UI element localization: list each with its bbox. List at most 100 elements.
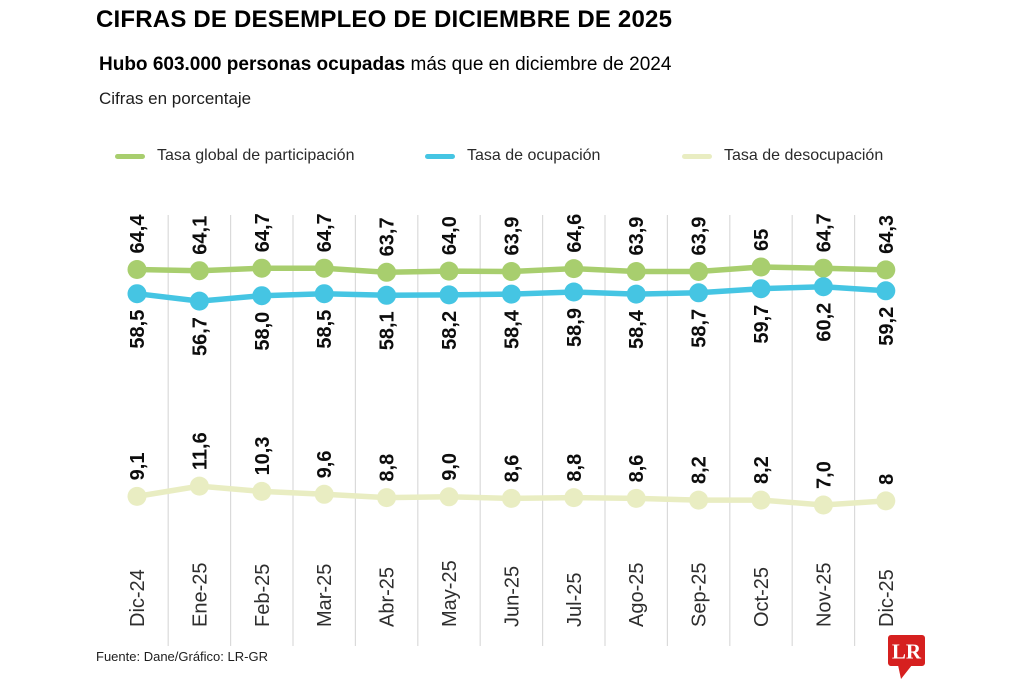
- value-label: 56,7: [189, 317, 211, 356]
- data-point-marker: [876, 281, 896, 301]
- data-point-marker: [439, 285, 459, 305]
- value-label: 64,6: [564, 214, 586, 253]
- units-note: Cifras en porcentaje: [99, 89, 252, 108]
- value-label: 64,3: [876, 215, 898, 254]
- data-point-marker: [377, 488, 397, 508]
- data-point-marker: [127, 260, 147, 279]
- value-label: 63,9: [501, 217, 523, 256]
- x-axis-label: Mar-25: [314, 564, 336, 627]
- data-point-marker: [751, 257, 771, 277]
- data-point-marker: [876, 491, 896, 511]
- value-label: 58,9: [564, 308, 586, 347]
- data-point-marker: [813, 277, 833, 297]
- value-label: 58,5: [127, 310, 149, 349]
- value-label: 58,5: [314, 310, 336, 349]
- data-point-marker: [252, 286, 272, 306]
- value-label: 63,9: [626, 217, 648, 256]
- value-label: 9,6: [314, 450, 336, 478]
- data-point-marker: [189, 261, 209, 281]
- data-point-marker: [626, 284, 646, 304]
- data-point-marker: [252, 481, 272, 501]
- value-label: 9,0: [439, 453, 461, 481]
- data-point-marker: [501, 284, 521, 304]
- legend-label: Tasa global de participación: [157, 147, 355, 164]
- x-axis-label: Sep-25: [689, 563, 711, 628]
- data-point-marker: [564, 488, 584, 508]
- legend-item-participacion: Tasa global de participación: [115, 147, 354, 165]
- data-point-marker: [189, 291, 209, 311]
- lr-logo-text: LR: [892, 640, 922, 664]
- value-label: 58,2: [439, 311, 461, 350]
- value-label: 8: [876, 474, 898, 485]
- value-label: 64,0: [439, 216, 461, 255]
- x-axis-label: May-25: [439, 560, 461, 627]
- legend-label: Tasa de ocupación: [467, 147, 601, 164]
- value-label: 64,7: [252, 213, 274, 252]
- legend-item-ocupacion: Tasa de ocupación: [425, 147, 600, 165]
- data-point-marker: [501, 262, 521, 281]
- value-label: 8,6: [626, 455, 648, 483]
- value-label: 8,8: [377, 454, 399, 482]
- value-label: 64,4: [127, 214, 149, 254]
- data-point-marker: [439, 261, 459, 281]
- legend-label: Tasa de desocupación: [724, 147, 884, 164]
- data-point-marker: [314, 258, 334, 278]
- value-label: 8,8: [564, 454, 586, 482]
- source-credit: Fuente: Dane/Gráfico: LR-GR: [96, 649, 268, 664]
- data-point-marker: [813, 258, 833, 278]
- legend-item-desocupacion: Tasa de desocupación: [682, 147, 883, 165]
- legend-dash-green-icon: [115, 153, 145, 159]
- data-point-marker: [876, 260, 896, 280]
- legend-dash-pale-icon: [682, 153, 712, 159]
- data-point-marker: [689, 262, 709, 281]
- data-point-marker: [564, 259, 584, 279]
- value-label: 9,1: [127, 453, 149, 481]
- value-label: 8,2: [689, 456, 711, 484]
- value-label: 10,3: [252, 436, 274, 475]
- x-axis-label: Feb-25: [252, 564, 274, 627]
- data-point-marker: [751, 279, 771, 299]
- value-label: 60,2: [813, 303, 835, 342]
- value-label: 63,7: [377, 217, 399, 256]
- subtitle: Hubo 603.000 personas ocupadas más que e…: [99, 54, 671, 76]
- value-label: 8,6: [501, 455, 523, 483]
- lr-logo-tail: [898, 665, 912, 679]
- x-axis-label: Ene-25: [189, 563, 211, 628]
- subtitle-rest: más que en diciembre de 2024: [405, 54, 672, 75]
- data-point-marker: [626, 488, 646, 508]
- value-label: 11,6: [189, 432, 211, 470]
- x-axis-label: Nov-25: [813, 563, 835, 627]
- data-point-marker: [501, 488, 521, 508]
- data-point-marker: [439, 487, 459, 507]
- x-axis-label: Abr-25: [377, 567, 399, 627]
- data-point-marker: [127, 486, 147, 506]
- data-point-marker: [813, 495, 833, 515]
- value-label: 8,2: [751, 456, 773, 484]
- lr-logo: LR: [888, 635, 925, 679]
- value-label: 7,0: [813, 461, 835, 489]
- value-label: 65: [751, 229, 773, 251]
- lr-logo-box: [888, 635, 925, 666]
- page-title: CIFRAS DE DESEMPLEO DE DICIEMBRE DE 2025: [96, 6, 673, 33]
- value-label: 59,7: [751, 305, 773, 344]
- value-label: 63,9: [689, 217, 711, 256]
- x-axis-label: Dic-24: [127, 569, 149, 627]
- data-point-marker: [314, 484, 334, 504]
- legend-dash-blue-icon: [425, 153, 455, 159]
- data-point-marker: [377, 262, 397, 282]
- data-point-marker: [689, 283, 709, 303]
- data-point-marker: [189, 476, 209, 496]
- data-point-marker: [314, 284, 334, 304]
- value-label: 64,7: [813, 213, 835, 252]
- value-label: 58,4: [501, 309, 523, 349]
- data-point-marker: [564, 282, 584, 302]
- data-point-marker: [377, 285, 397, 305]
- data-point-marker: [626, 262, 646, 281]
- data-point-marker: [252, 258, 272, 278]
- value-label: 64,7: [314, 213, 336, 252]
- value-label: 59,2: [876, 307, 898, 346]
- value-label: 58,1: [377, 311, 399, 350]
- value-label: 64,1: [189, 216, 211, 255]
